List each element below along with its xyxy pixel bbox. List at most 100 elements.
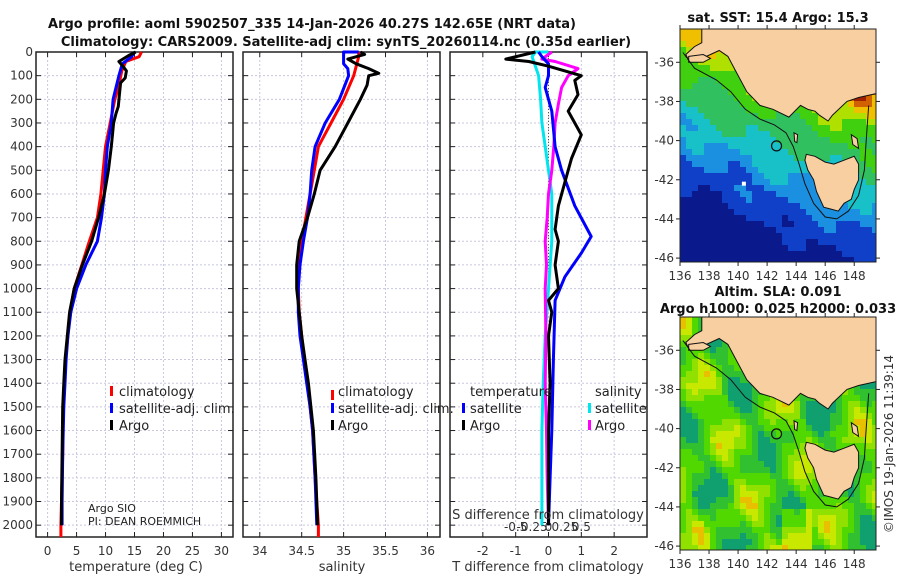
longitude-tick-label: 138	[698, 557, 721, 571]
depth-tick-label: 1200	[2, 329, 33, 343]
x-tick-label: -1	[510, 544, 522, 558]
depth-tick-label: 1800	[2, 471, 33, 485]
difference-legend: temperature satellite Argo salinity sate…	[462, 385, 647, 434]
t-diff-xlabel: T difference from climatology	[451, 560, 644, 575]
x-tick-label: 0	[545, 544, 553, 558]
king-island-land	[793, 131, 799, 144]
x-tick-label: 36	[420, 544, 435, 558]
sst-map: 136 138 140 142 144 146 148 -36 -38 -40 -42 -44 -46	[654, 25, 880, 283]
latitude-tick-label: -40	[654, 134, 674, 148]
longitude-tick-label: 136	[669, 557, 692, 571]
s-diff-tick-label: 0	[545, 520, 553, 534]
tasmania-land	[804, 153, 860, 212]
depth-tick-label: 1300	[2, 353, 33, 367]
map-frame	[679, 28, 877, 263]
temperature-panel: 0100200300400500600700800900100011001200…	[2, 45, 234, 558]
argo-position-marker	[770, 428, 783, 440]
x-tick-label: 35	[336, 544, 351, 558]
imos-credit: ©IMOS 19-Jan-2026 11:39:14	[882, 355, 896, 533]
flinders-island-land	[850, 421, 860, 438]
x-tick-label: 20	[156, 544, 171, 558]
depth-tick-label: 700	[10, 211, 33, 225]
longitude-tick-label: 146	[814, 557, 837, 571]
latitude-tick-label: -38	[654, 94, 674, 108]
legend-label-argo: Argo	[338, 419, 368, 434]
legend-label-climatology: climatology	[338, 385, 414, 400]
map-field	[680, 317, 876, 550]
x-tick-label: -2	[477, 544, 489, 558]
longitude-tick-label: 142	[756, 557, 779, 571]
s-diff-tick-label: 0.25	[552, 520, 579, 534]
depth-tick-label: 2000	[2, 518, 33, 532]
longitude-tick-label: 140	[727, 269, 750, 283]
series-line-temperature-satellite	[537, 51, 593, 526]
x-tick-label: 15	[127, 544, 142, 558]
sla-map-title-line1: Altim. SLA: 0.091	[715, 285, 842, 300]
temperature-xlabel: temperature (deg C)	[69, 560, 203, 575]
salinity-legend: climatology satellite-adj. clim. Argo	[331, 385, 454, 434]
x-tick-label: 10	[98, 544, 113, 558]
legend-swatch-satellite	[331, 403, 334, 413]
legend-label-argo: Argo	[119, 419, 149, 434]
longitude-tick-label: 144	[785, 269, 808, 283]
shelf-contour-line	[682, 52, 870, 220]
sla-map: 136 138 140 142 144 146 148 -36 -38 -40 -42 -44 -46	[654, 313, 880, 571]
depth-tick-label: 1000	[2, 282, 33, 296]
x-tick-label: 1	[578, 544, 586, 558]
depth-tick-label: 1600	[2, 424, 33, 438]
series-line-salinity-argo	[540, 50, 580, 526]
s-diff-tick-label: -0.25	[517, 520, 548, 534]
pi-annotation: PI: DEAN ROEMMICH	[88, 515, 201, 528]
latitude-tick-label: -44	[654, 500, 674, 514]
depth-tick-label: 300	[10, 116, 33, 130]
longitude-tick-label: 138	[698, 269, 721, 283]
latitude-tick-label: -46	[654, 539, 674, 553]
difference-panel: -2 -1 0 1 2-0.5-0.250 0.250.5	[449, 50, 648, 558]
legend-label-t-argo: Argo	[470, 419, 500, 434]
s-diff-xlabel: S difference from climatology	[452, 508, 644, 523]
legend-label-satellite: satellite-adj. clim.	[338, 402, 454, 417]
latitude-tick-label: -36	[654, 343, 674, 357]
legend-label-satellite: satellite-adj. clim.	[119, 402, 235, 417]
legend-swatch-t-satellite	[462, 403, 465, 413]
legend-label-t-satellite: satellite	[470, 402, 522, 417]
latitude-tick-label: -36	[654, 55, 674, 69]
depth-tick-label: 1100	[2, 305, 33, 319]
latitude-tick-label: -46	[654, 251, 674, 265]
s-diff-tick-label: -0.5	[504, 520, 527, 534]
shelf-contour-line	[682, 340, 870, 508]
series-line-argo	[295, 50, 381, 526]
x-tick-label: 34.5	[288, 544, 315, 558]
legend-label-climatology: climatology	[119, 385, 195, 400]
figure-title-line1: Argo profile: aoml 5902507_335 14-Jan-20…	[48, 17, 576, 32]
depth-tick-label: 1400	[2, 376, 33, 390]
longitude-tick-label: 144	[785, 557, 808, 571]
latitude-tick-label: -44	[654, 212, 674, 226]
flinders-island-land	[850, 133, 860, 150]
sla-map-title-line2: Argo h1000: 0.025 h2000: 0.033	[660, 302, 896, 317]
figure-title-line2: Climatology: CARS2009. Satellite-adj cli…	[61, 35, 631, 50]
temperature-legend: climatology satellite-adj. clim. Argo	[110, 385, 235, 434]
longitude-tick-label: 142	[756, 269, 779, 283]
sst-map-title: sat. SST: 15.4 Argo: 15.3	[687, 11, 868, 26]
depth-tick-label: 100	[10, 69, 33, 83]
longitude-tick-label: 136	[669, 269, 692, 283]
longitude-tick-label: 148	[843, 269, 866, 283]
legend-label-s-argo: Argo	[595, 419, 625, 434]
x-tick-label: 5	[73, 544, 81, 558]
depth-tick-label: 500	[10, 163, 33, 177]
x-tick-label: 30	[214, 544, 229, 558]
latitude-tick-label: -42	[654, 461, 674, 475]
series-line-climatology	[296, 52, 361, 537]
x-tick-label: 35.5	[372, 544, 399, 558]
depth-tick-label: 900	[10, 258, 33, 272]
series-line-temperature-argo	[504, 50, 583, 526]
salinity-xlabel: salinity	[319, 560, 366, 575]
legend-swatch-climatology	[331, 390, 334, 400]
depth-tick-label: 0	[25, 45, 33, 59]
legend-swatch-argo	[110, 420, 113, 430]
x-tick-label: 34	[252, 544, 267, 558]
king-island-land	[793, 419, 799, 432]
depth-tick-label: 1900	[2, 495, 33, 509]
